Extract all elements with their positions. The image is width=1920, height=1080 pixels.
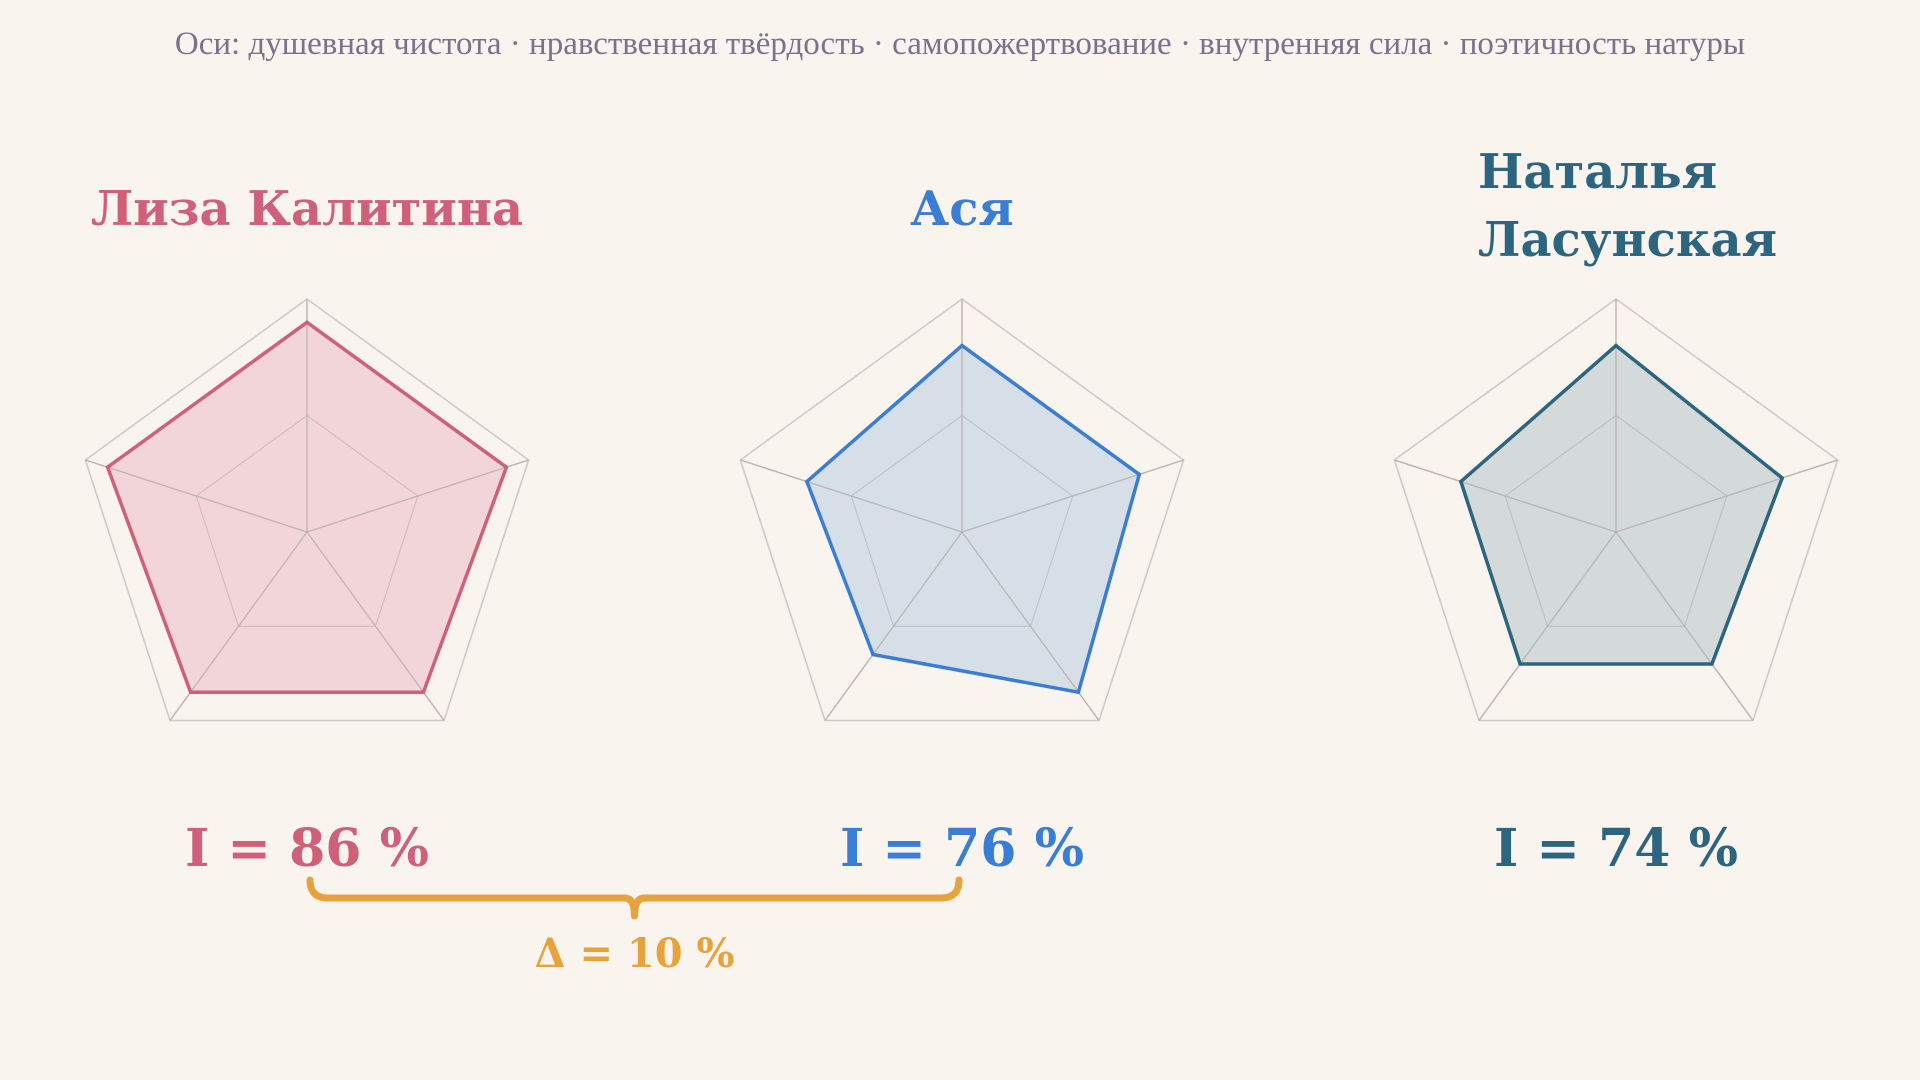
series-title: Лиза Калитина — [91, 181, 523, 237]
series-title-line: Наталья — [1478, 144, 1717, 200]
data-point-1 — [960, 343, 964, 348]
series-title-line: Лиза Калитина — [91, 181, 523, 237]
axis-spoke-overlay-3 — [1615, 531, 1754, 721]
data-point-2 — [504, 465, 509, 470]
series-area — [1460, 345, 1783, 664]
axis-spoke-overlay-5 — [1394, 459, 1617, 533]
series-title-line: Ася — [910, 181, 1014, 237]
grid-ring-overlay — [850, 414, 1074, 627]
grid-ring-overlay — [1504, 414, 1728, 627]
axis-spoke-overlay-5 — [740, 459, 963, 533]
series-title: Ася — [910, 181, 1014, 237]
index-label: I = 86 % — [185, 818, 429, 879]
axes-caption: Оси: душевная чистота · нравственная твё… — [174, 26, 1746, 62]
axis-spoke-overlay-2 — [1615, 459, 1838, 533]
axis-spoke-overlay-3 — [961, 531, 1100, 721]
grid-ring-2 — [1393, 298, 1839, 722]
data-point-5 — [1459, 479, 1463, 484]
axis-spoke-overlay-2 — [961, 459, 1184, 533]
series-title: Наталья Ласунская — [1478, 144, 1777, 268]
data-point-4 — [1518, 662, 1522, 666]
axis-spoke-overlay-5 — [85, 459, 308, 533]
series-line — [805, 343, 1142, 694]
series-area — [806, 345, 1140, 693]
index-label: I = 76 % — [840, 818, 1084, 879]
grid-ring-2 — [84, 298, 530, 722]
data-point-4 — [188, 690, 193, 694]
data-point-2 — [1780, 476, 1784, 480]
data-point-1 — [305, 320, 309, 325]
delta-brace — [306, 876, 963, 920]
series-line — [105, 320, 509, 694]
data-point-5 — [805, 479, 809, 484]
data-point-2 — [1137, 472, 1142, 477]
series-line — [1459, 343, 1784, 666]
data-point-3 — [1076, 690, 1081, 694]
radar-2: Ася I = 76 % — [739, 181, 1185, 879]
axis-spoke-overlay-3 — [306, 531, 445, 721]
data-point-1 — [1614, 343, 1618, 348]
data-point-3 — [1710, 662, 1714, 666]
radar-1: Лиза Калитина I = 86 % — [84, 181, 530, 879]
radar-3: Наталья Ласунская I = 74 % — [1393, 144, 1839, 879]
data-point-3 — [421, 690, 426, 694]
data-point-5 — [105, 465, 110, 470]
grid-ring-2 — [739, 298, 1185, 722]
delta-label: Δ = 10 % — [535, 930, 735, 977]
axis-spoke-overlay-4 — [824, 531, 963, 721]
series-title-line: Ласунская — [1478, 212, 1777, 268]
data-point-4 — [871, 652, 875, 657]
index-label: I = 74 % — [1494, 818, 1738, 879]
axis-spoke-overlay-4 — [169, 531, 308, 721]
grid-ring-overlay — [195, 414, 419, 627]
axis-spoke-overlay-4 — [1478, 531, 1617, 721]
axis-spoke-overlay-2 — [306, 459, 529, 533]
